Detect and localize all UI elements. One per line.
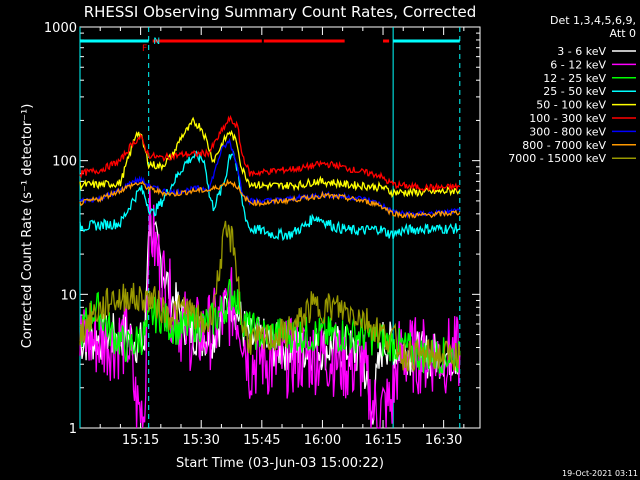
flag-label: N <box>153 37 160 47</box>
series-line-800-7000-kev <box>79 178 461 220</box>
x-tick-label: 15:30 <box>182 433 219 448</box>
legend-label: 50 - 100 keV <box>536 99 606 112</box>
series-line-100-300-kev <box>79 114 461 193</box>
legend-header-2: Att 0 <box>610 27 636 40</box>
legend-label: 6 - 12 keV <box>550 58 606 71</box>
legend-label: 800 - 7000 keV <box>522 139 606 152</box>
legend-label: 12 - 25 keV <box>543 72 606 85</box>
x-axis-label: Start Time (03-Jun-03 15:00:22) <box>176 456 384 471</box>
x-tick-label: 16:00 <box>304 433 341 448</box>
flag-label: F <box>142 44 147 54</box>
legend-label: 3 - 6 keV <box>557 45 606 58</box>
y-tick-label: 1 <box>69 422 77 437</box>
y-tick-label: 100 <box>52 155 77 170</box>
footer-date: 19-Oct-2021 03:11 <box>562 469 638 478</box>
legend-label: 300 - 800 keV <box>529 125 606 138</box>
x-tick-label: 15:45 <box>243 433 280 448</box>
legend-label: 25 - 50 keV <box>543 85 606 98</box>
y-tick-label: 1000 <box>44 21 77 36</box>
x-tick-label: 16:15 <box>364 433 401 448</box>
y-axis-label: Corrected Count Rate (s⁻¹ detector⁻¹) <box>20 104 35 349</box>
legend-header-1: Det 1,3,4,5,6,9, <box>550 14 636 27</box>
legend-label: 7000 - 15000 keV <box>508 152 606 165</box>
legend-label: 100 - 300 keV <box>529 112 606 125</box>
x-tick-label: 15:15 <box>122 433 159 448</box>
series-line-25-50-kev <box>79 150 461 242</box>
x-tick-label: 16:30 <box>425 433 462 448</box>
series-line-7000-15000-kev <box>79 220 461 373</box>
series-line-300-800-kev <box>79 137 461 219</box>
y-tick-label: 10 <box>60 288 77 303</box>
chart-title: RHESSI Observing Summary Count Rates, Co… <box>84 3 477 21</box>
